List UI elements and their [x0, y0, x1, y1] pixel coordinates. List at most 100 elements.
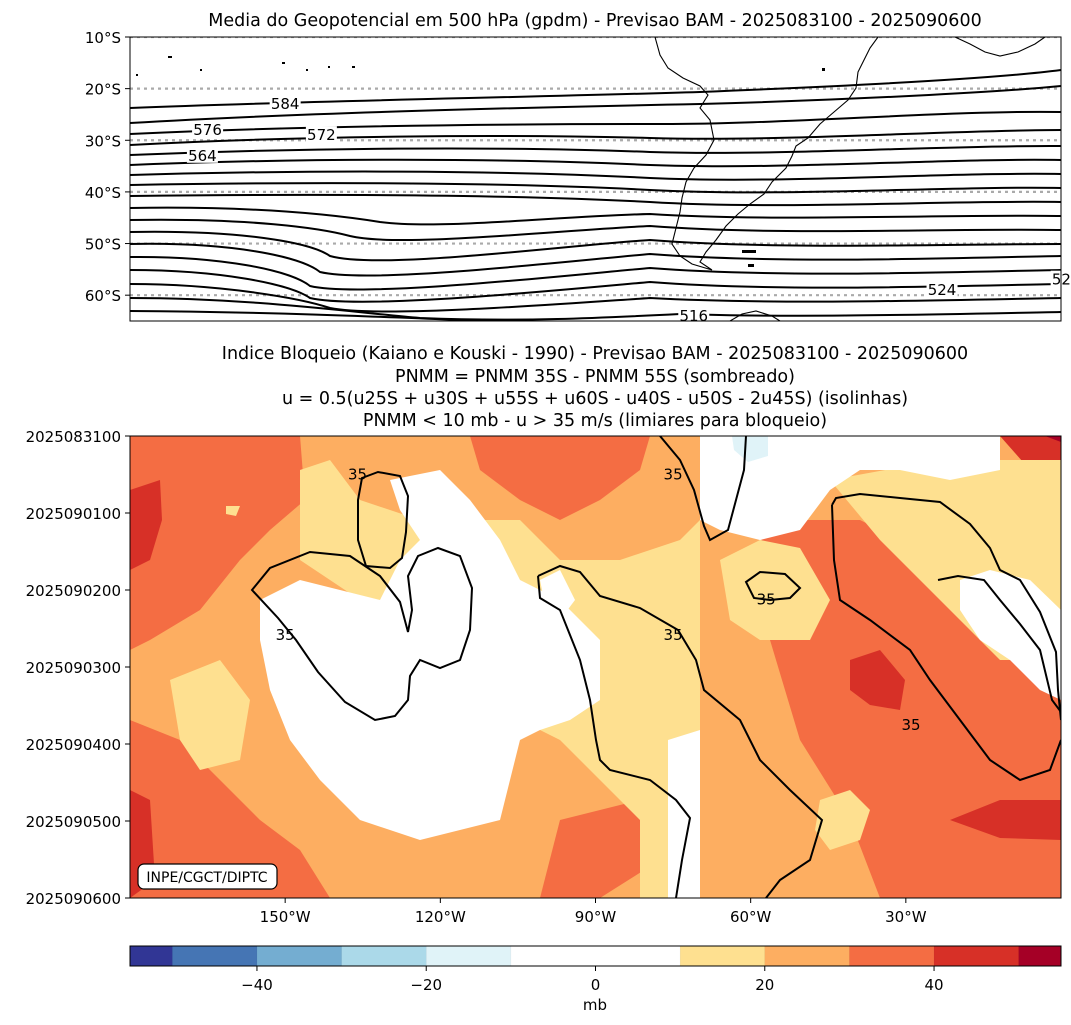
contour-line	[130, 85, 1061, 124]
shade-20-30	[760, 520, 1061, 898]
contour-line	[130, 110, 1061, 135]
contour-label: 516	[679, 307, 708, 325]
shade-0-10	[815, 790, 870, 850]
shade-30-40	[850, 650, 905, 710]
colorbar-cell	[1018, 946, 1062, 966]
shade-40-50	[1045, 436, 1061, 442]
shade-20-30	[130, 436, 305, 650]
colorbar-cell	[595, 946, 681, 966]
contour-line	[130, 297, 1061, 321]
contour-line	[130, 182, 1061, 194]
y-tick-label: 20°S	[85, 81, 121, 99]
contour-line	[130, 269, 1061, 303]
contour-label: 572	[307, 126, 336, 144]
colorbar-cell	[256, 946, 343, 966]
u-isoline-labels: 35353535358535	[276, 466, 921, 734]
contour-label-bg	[269, 95, 301, 112]
shade-below-10	[260, 470, 600, 840]
y-tick-label: 30°S	[85, 132, 121, 150]
isoline	[250, 546, 474, 722]
colorbar-cell	[130, 946, 173, 966]
contour-label-bg	[305, 126, 337, 143]
contour-line	[130, 218, 1061, 242]
pnmm-shading	[130, 436, 1061, 898]
x-tick-label: 30°W	[885, 908, 927, 926]
contour-line	[130, 144, 1061, 156]
time-tick-label: 2025090300	[26, 659, 121, 677]
contour-line	[130, 283, 1061, 313]
isoline	[537, 575, 692, 898]
colorbar-cell	[172, 946, 258, 966]
latitude-grid	[130, 37, 1061, 297]
colorbar-tick-label: 20	[755, 976, 774, 994]
isoline-label: 35	[901, 716, 920, 734]
africa-coastline	[954, 37, 1046, 57]
isoline	[537, 564, 824, 898]
time-axis: 2025083100 2025090100 2025090200 2025090300…	[26, 428, 130, 908]
contour-line	[130, 242, 1061, 277]
blocking-title-line-2: PNMM = PNMM 35S - PNMM 55S (sombreado)	[395, 367, 795, 387]
contour-label-bg	[926, 281, 958, 298]
inpe-annotation: INPE/CGCT/DIPTC	[137, 863, 278, 890]
shade-below-10	[540, 570, 575, 620]
isoline	[744, 570, 802, 602]
antarctic-peninsula	[729, 310, 781, 321]
time-tick-label: 2025090600	[26, 890, 121, 908]
geopotential-title: Media do Geopotencial em 500 hPa (gpdm) …	[208, 11, 981, 31]
colorbar: −40 −20 0 20 40 mb	[129, 945, 1062, 1014]
contour-line	[130, 255, 1061, 291]
colorbar-cell	[510, 946, 596, 966]
y-tick-label: 50°S	[85, 236, 121, 254]
isoline-label: 35	[664, 626, 683, 644]
contour-line	[130, 230, 1061, 262]
y-tick-label: 60°S	[85, 287, 121, 305]
shade-below-10	[700, 436, 1000, 540]
isoline-label: 35	[757, 591, 776, 609]
colorbar-cell	[680, 946, 766, 966]
contour-label-bg	[192, 120, 224, 137]
shade-0-10	[720, 540, 830, 640]
x-tick-label: 150°W	[260, 908, 311, 926]
continent-outlines	[136, 37, 1046, 321]
x-tick-label: 120°W	[415, 908, 466, 926]
time-tick-label: 2025090500	[26, 813, 121, 831]
shade-0-10	[226, 506, 240, 516]
contour-label-bg	[678, 306, 710, 323]
isoline	[937, 574, 1061, 713]
colorbar-cells	[130, 946, 1062, 966]
isoline-label: 35	[276, 626, 295, 644]
isoline	[357, 470, 410, 570]
colorbar-cell	[934, 946, 1020, 966]
shade-minus10-0	[732, 436, 768, 462]
colorbar-cell	[426, 946, 512, 966]
contour-line	[130, 129, 1061, 146]
geopotential-panel: Media do Geopotencial em 500 hPa (gpdm) …	[85, 11, 1071, 325]
geopotential-contour-labels: 58457657256458055524520516	[186, 95, 1071, 325]
geopotential-contours	[130, 69, 1061, 321]
time-tick-label: 2025090100	[26, 505, 121, 523]
u-isolines	[250, 436, 1061, 898]
x-tick-label: 60°W	[730, 908, 772, 926]
y-tick-label: 40°S	[85, 184, 121, 202]
contour-line	[130, 170, 1061, 181]
latitude-axis: 10°S 20°S 30°S 40°S 50°S 60°S	[85, 29, 130, 305]
time-tick-label: 2025090200	[26, 582, 121, 600]
colorbar-tick-label: 0	[591, 976, 601, 994]
isoline-label: 35	[664, 466, 683, 484]
shade-20-30	[130, 720, 330, 898]
colorbar-label: mb	[583, 996, 607, 1014]
shade-below-10	[668, 730, 700, 898]
shade-20-30	[540, 800, 660, 898]
blocking-title-line-4: PNMM < 10 mb - u > 35 m/s (limiares para…	[363, 411, 827, 431]
shade-0-10	[170, 660, 250, 770]
annotation-text: INPE/CGCT/DIPTC	[146, 870, 267, 886]
time-tick-label: 2025083100	[26, 428, 121, 446]
contour-line	[130, 193, 1061, 207]
colorbar-tick-label: 40	[924, 976, 943, 994]
contour-label: 576	[193, 121, 222, 139]
annotation-box	[137, 863, 278, 890]
shade-30-40	[950, 800, 1061, 840]
colorbar-cell	[849, 946, 935, 966]
geopotential-frame	[129, 36, 1062, 322]
colorbar-cell	[764, 946, 850, 966]
